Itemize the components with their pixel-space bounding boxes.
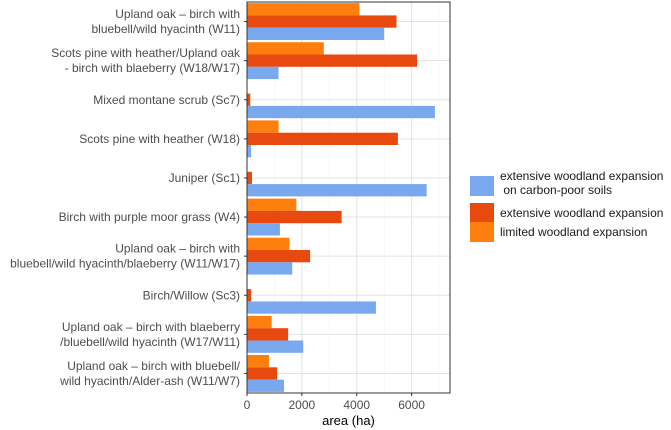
category-label-line: bluebell/wild hyacinth (W11) — [91, 22, 240, 36]
legend-key — [470, 203, 494, 223]
legend-label-line: extensive woodland expansion — [500, 169, 663, 183]
plot-background — [247, 2, 450, 393]
bar — [247, 27, 385, 40]
bar — [247, 198, 297, 211]
category-labels: Upland oak – birch with bluebell/wild hya… — [10, 7, 247, 388]
category-label: Upland oak – birch with bluebell/wild hya… — [91, 7, 240, 36]
category-label-line: Upland oak – birch with blaeberry — [62, 320, 240, 334]
category-label-line: wild hyacinth/Alder-ash (W11/W7) — [59, 374, 240, 388]
legend-label-line: extensive woodland expansion — [500, 206, 663, 220]
bars — [247, 3, 435, 392]
bar — [247, 66, 279, 80]
category-label: Birch/Willow (Sc3) — [143, 288, 240, 302]
bar — [247, 367, 278, 380]
bar — [247, 93, 251, 106]
bar — [247, 340, 304, 353]
plot-panel — [247, 2, 450, 393]
bar — [247, 237, 290, 250]
bar — [247, 42, 324, 55]
category-label-line: /bluebell/wild hyacinth (W17/W11) — [60, 335, 240, 349]
legend-label: extensive woodland expansion on carbon-p… — [500, 169, 663, 197]
category-label-line: Birch/Willow (Sc3) — [143, 288, 240, 302]
bar — [247, 54, 418, 67]
bar — [247, 15, 397, 28]
category-label-line: bluebell/wild hyacinth/blaeberry (W11/W1… — [10, 257, 240, 271]
category-label: Upland oak – birch with bluebell/wild hy… — [59, 359, 240, 388]
bar — [247, 132, 398, 145]
category-label-line: Upland oak – birch with — [115, 7, 240, 21]
bar — [247, 184, 427, 197]
category-label-line: - birch with blaeberry (W18/W17) — [65, 61, 240, 75]
category-label-line: Upland oak – birch with — [115, 242, 240, 256]
x-axis-title: area (ha) — [322, 413, 375, 428]
bar — [247, 223, 280, 236]
plot-border — [246, 1, 451, 394]
bar — [247, 171, 252, 185]
legend-label-line: on carbon-poor soils — [500, 183, 612, 197]
legend: extensive woodland expansion on carbon-p… — [470, 169, 663, 242]
bar — [247, 355, 269, 368]
bar — [247, 289, 252, 302]
category-label-line: Birch with purple moor grass (W4) — [59, 210, 240, 224]
x-tick-label: 4000 — [343, 398, 370, 412]
legend-key — [470, 176, 494, 196]
bar — [247, 210, 342, 224]
category-label: Juniper (Sc1) — [169, 171, 240, 185]
legend-label: extensive woodland expansion — [500, 206, 663, 220]
bar — [247, 250, 311, 263]
category-label: Scots pine with heather (W18) — [79, 132, 240, 146]
x-tick-label: 2000 — [289, 398, 316, 412]
x-tick-labels: 0 2000 4000 6000 — [244, 393, 425, 412]
category-label-line: Mixed montane scrub (Sc7) — [93, 93, 240, 107]
legend-label: limited woodland expansion — [500, 225, 647, 239]
bar — [247, 3, 360, 16]
category-label: Upland oak – birch with bluebell/wild hya… — [10, 242, 240, 271]
x-tick-label: 6000 — [398, 398, 425, 412]
bar — [247, 262, 293, 275]
category-label-line: Juniper (Sc1) — [169, 171, 240, 185]
bar — [247, 145, 252, 158]
category-label: Scots pine with heather/Upland oak - birc… — [51, 46, 241, 75]
category-label-line: Upland oak – birch with bluebell/ — [67, 359, 240, 373]
category-label: Mixed montane scrub (Sc7) — [93, 93, 240, 107]
category-label: Upland oak – birch with blaeberry/bluebe… — [60, 320, 240, 349]
category-label-line: Scots pine with heather (W18) — [79, 132, 240, 146]
bar — [247, 120, 279, 133]
legend-label-line: limited woodland expansion — [500, 225, 647, 239]
legend-key — [470, 222, 494, 242]
bar — [247, 379, 285, 392]
bar — [247, 328, 289, 341]
bar — [247, 315, 272, 329]
bar — [247, 105, 435, 119]
bar — [247, 301, 376, 314]
category-label-line: Scots pine with heather/Upland oak — [51, 46, 241, 60]
category-label: Birch with purple moor grass (W4) — [59, 210, 240, 224]
x-tick-label: 0 — [244, 398, 251, 412]
plot-frame — [246, 1, 451, 394]
